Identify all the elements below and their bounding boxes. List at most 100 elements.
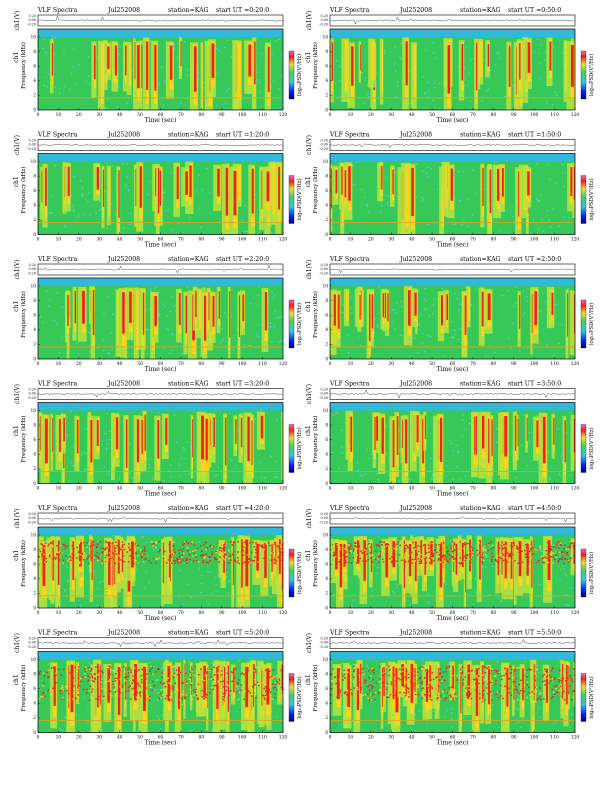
x-tick-label: 120 [571,736,580,741]
x-tick-label: 0 [329,487,332,492]
x-tick-label: 10 [348,362,354,367]
y-tick-label: 10 [31,159,37,164]
x-tick-label: 50 [137,611,143,616]
y-tick-label: 6 [33,188,36,193]
panel-date: Jul252008 [107,132,140,139]
y-tick-label: 4 [325,78,328,83]
spectrogram-channel-label: ch1 [305,52,312,63]
y-tick-label: 6 [33,313,36,318]
y-tick-label: 10 [323,34,329,39]
x-tick-label: 80 [491,362,497,367]
y-tick-label: 10 [323,408,329,413]
x-tick-label: 60 [450,362,456,367]
x-tick-label: 90 [511,611,517,616]
x-tick-label: 10 [348,238,354,243]
y-tick-label: 0 [325,232,328,237]
x-tick-label: 60 [158,487,164,492]
x-tick-label: 50 [429,487,435,492]
y-tick-label: 2 [325,466,328,471]
y-tick-label: 8 [33,298,36,303]
y-tick-label: 6 [325,64,328,69]
x-tick-label: 60 [158,736,164,741]
y-tick-label: 0 [33,605,36,610]
spectrogram-channel-label: ch1 [305,301,312,312]
x-tick-label: 90 [511,736,517,741]
x-tick-label: 40 [117,736,123,741]
x-tick-label: 120 [571,362,580,367]
waveform-axis-label: ch1(V) [14,633,21,653]
x-tick-label: 20 [76,736,82,741]
panel-title: VLF Spectra [329,381,370,388]
waveform-axis-label: ch1(V) [14,10,21,30]
y-tick-label: 4 [33,576,36,581]
waveform-tick-label: 0.00 [320,18,328,22]
panel-station: station=KAG [460,7,501,14]
time-axis-label: Time (sec) [437,242,469,249]
waveform-tick-label: -0.20 [27,271,36,275]
colorbar-label: log₁₀PSD(V²/Hz) [296,54,303,96]
x-tick-label: 50 [429,362,435,367]
colorbar-label: log₁₀PSD(V²/Hz) [588,54,595,96]
waveform-tick-label: -0.20 [319,645,328,649]
x-tick-label: 10 [56,611,62,616]
y-tick-label: 10 [323,532,329,537]
x-tick-label: 70 [178,113,184,118]
spectrogram-panel-1-20-0: VLF Spectra Jul252008 station=KAG start UT … [13,132,303,249]
x-tick-label: 120 [279,238,288,243]
waveform-tick-label: 0.20 [28,14,36,18]
y-tick-label: 0 [325,107,328,112]
waveform-tick-label: 0.20 [320,637,328,641]
x-tick-label: 10 [348,611,354,616]
x-tick-label: 40 [409,113,415,118]
y-tick-label: 0 [33,107,36,112]
y-tick-label: 4 [33,203,36,208]
waveform-axis-label: ch1(V) [14,384,21,404]
panel-date: Jul252008 [399,630,432,637]
panel-title: VLF Spectra [37,505,78,512]
x-tick-label: 20 [368,113,374,118]
waveform-axis-label: ch1(V) [306,384,313,404]
x-tick-label: 80 [491,487,497,492]
x-tick-label: 30 [388,238,394,243]
waveform-tick-label: 0.00 [28,516,36,520]
y-tick-label: 6 [33,686,36,691]
panel-start-time: start UT =5:20:0 [216,630,269,637]
colorbar [288,424,295,473]
y-tick-label: 10 [31,283,37,288]
y-tick-label: 0 [33,481,36,486]
spectrogram-panel-3-20-0: VLF Spectra Jul252008 station=KAG start UT … [13,381,303,498]
y-tick-label: 4 [325,452,328,457]
y-tick-label: 8 [33,422,36,427]
panel-station: station=KAG [168,630,209,637]
x-tick-label: 50 [429,238,435,243]
y-tick-label: 0 [325,605,328,610]
x-tick-label: 120 [279,736,288,741]
spectrogram-channel-label: ch1 [305,550,312,561]
waveform-tick-label: -0.20 [27,396,36,400]
x-tick-label: 100 [238,362,247,367]
x-tick-label: 20 [76,362,82,367]
waveform-axis-label: ch1(V) [14,508,21,528]
time-axis-label: Time (sec) [437,491,469,498]
panel-start-time: start UT =3:20:0 [216,381,269,388]
y-tick-label: 6 [33,562,36,567]
waveform-tick-label: 0.00 [320,392,328,396]
x-tick-label: 80 [199,736,205,741]
colorbar-label: log₁₀PSD(V²/Hz) [296,552,303,594]
x-tick-label: 0 [329,611,332,616]
y-tick-label: 0 [325,730,328,735]
time-axis-label: Time (sec) [145,615,177,622]
colorbar-label: log₁₀PSD(V²/Hz) [588,427,595,469]
x-tick-label: 50 [137,362,143,367]
x-tick-label: 70 [470,238,476,243]
panel-date: Jul252008 [107,381,140,388]
x-tick-label: 70 [178,611,184,616]
x-tick-label: 80 [199,238,205,243]
x-tick-label: 90 [511,487,517,492]
x-tick-label: 90 [219,487,225,492]
x-tick-label: 0 [329,238,332,243]
x-tick-label: 0 [37,487,40,492]
panel-title: VLF Spectra [329,7,370,14]
spectrogram-image [38,527,283,608]
panel-date: Jul252008 [399,381,432,388]
